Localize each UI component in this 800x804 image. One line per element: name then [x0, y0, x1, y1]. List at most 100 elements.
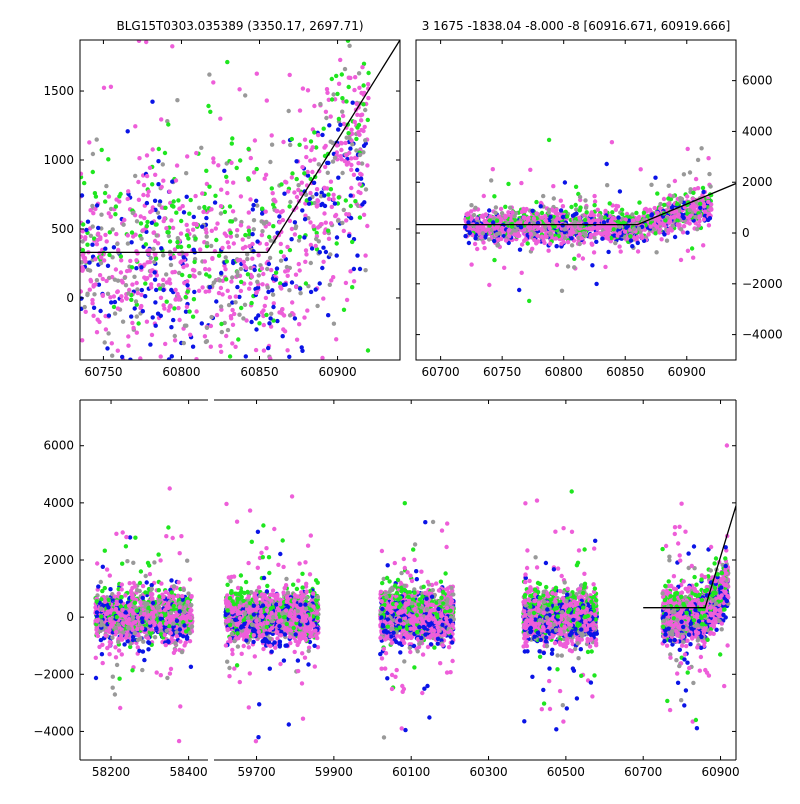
data-point — [344, 218, 348, 222]
data-point — [151, 147, 155, 151]
data-point — [243, 233, 247, 237]
data-point — [192, 290, 196, 294]
data-point — [336, 219, 340, 223]
data-point — [124, 544, 128, 548]
data-point — [264, 546, 268, 550]
data-point — [366, 71, 370, 75]
data-point — [358, 153, 362, 157]
data-point — [364, 187, 368, 191]
data-point — [343, 141, 347, 145]
data-point — [563, 236, 567, 240]
data-point — [646, 232, 650, 236]
data-point — [176, 306, 180, 310]
data-point — [328, 283, 332, 287]
data-point — [230, 341, 234, 345]
data-point — [171, 226, 175, 230]
data-point — [270, 288, 274, 292]
data-point — [686, 147, 690, 151]
data-point — [709, 202, 713, 206]
data-point — [169, 578, 173, 582]
data-point — [224, 277, 228, 281]
data-point — [590, 263, 594, 267]
data-point — [113, 311, 117, 315]
data-point — [178, 601, 182, 605]
data-point — [93, 257, 97, 261]
data-point — [228, 219, 232, 223]
data-point — [105, 567, 109, 571]
data-point — [649, 183, 653, 187]
data-point — [351, 101, 355, 105]
data-point — [357, 86, 361, 90]
data-point — [226, 289, 230, 293]
data-point — [162, 306, 166, 310]
data-point — [177, 580, 181, 584]
data-point — [150, 100, 154, 104]
data-point — [220, 246, 224, 250]
data-point — [208, 110, 212, 114]
data-point — [326, 171, 330, 175]
data-point — [256, 566, 260, 570]
data-point — [467, 241, 471, 245]
data-point — [98, 309, 102, 313]
data-point — [266, 285, 270, 289]
data-point — [554, 207, 558, 211]
data-point — [192, 297, 196, 301]
data-point — [275, 266, 279, 270]
data-point — [290, 227, 294, 231]
data-point — [203, 267, 207, 271]
data-point — [140, 620, 144, 624]
data-point — [708, 184, 712, 188]
data-point — [616, 215, 620, 219]
data-point — [463, 234, 467, 238]
data-point — [347, 85, 351, 89]
data-point — [345, 162, 349, 166]
data-point — [629, 238, 633, 242]
data-point — [309, 261, 313, 265]
data-point — [561, 223, 565, 227]
data-point — [141, 309, 145, 313]
data-point — [487, 237, 491, 241]
data-point — [589, 210, 593, 214]
data-point — [96, 238, 100, 242]
data-point — [117, 677, 121, 681]
data-point — [653, 206, 657, 210]
data-point — [172, 584, 176, 588]
data-point — [321, 296, 325, 300]
data-point — [570, 243, 574, 247]
data-point — [114, 267, 118, 271]
data-point — [271, 305, 275, 309]
data-point — [296, 188, 300, 192]
data-point — [326, 192, 330, 196]
data-point — [225, 259, 229, 263]
data-point — [116, 349, 120, 353]
data-point — [340, 141, 344, 145]
data-point — [701, 186, 705, 190]
data-point — [155, 670, 159, 674]
data-point — [264, 220, 268, 224]
data-point — [229, 161, 233, 165]
data-point — [335, 241, 339, 245]
data-point — [315, 304, 319, 308]
data-point — [79, 172, 83, 176]
data-point — [667, 184, 671, 188]
scatter-points — [78, 39, 371, 363]
data-point — [205, 326, 209, 330]
data-point — [655, 225, 659, 229]
data-point — [269, 238, 273, 242]
data-point — [94, 676, 98, 680]
data-point — [214, 238, 218, 242]
data-point — [187, 244, 191, 248]
data-point — [324, 144, 328, 148]
data-point — [171, 536, 175, 540]
data-point — [309, 290, 313, 294]
data-point — [120, 587, 124, 591]
data-point — [519, 225, 523, 229]
data-point — [226, 328, 230, 332]
data-point — [166, 639, 170, 643]
data-point — [318, 281, 322, 285]
data-point — [231, 261, 235, 265]
data-point — [178, 260, 182, 264]
data-point — [255, 72, 259, 76]
data-point — [237, 87, 241, 91]
